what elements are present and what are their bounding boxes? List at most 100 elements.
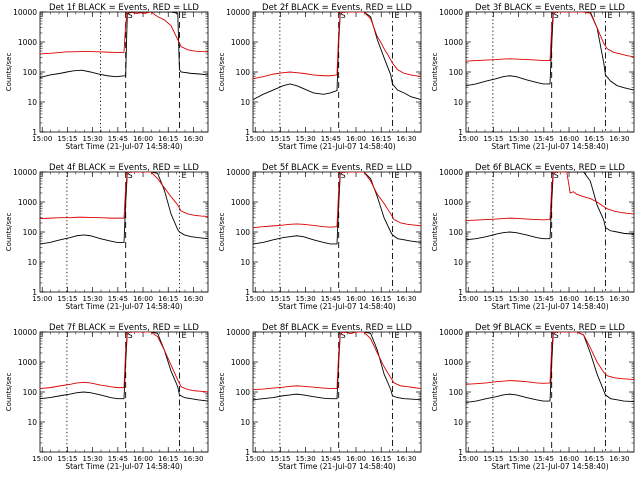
chart-title: Det 8f BLACK = Events, RED = LLD — [262, 323, 412, 333]
x-tick-label: 15:00 — [245, 295, 265, 303]
x-tick-label: 16:15 — [158, 135, 178, 143]
x-tick-label: 15:30 — [83, 455, 103, 463]
x-tick-label: 15:30 — [296, 455, 316, 463]
x-tick-label: 16:00 — [346, 135, 366, 143]
y-tick-label: 10000 — [439, 328, 463, 337]
x-tick-label: 16:00 — [346, 455, 366, 463]
series-line-lld — [253, 332, 421, 391]
marker-label: E — [181, 11, 186, 20]
marker-label: S — [554, 11, 559, 20]
x-tick-label: 16:15 — [371, 135, 391, 143]
y-tick-label: 100 — [23, 68, 38, 77]
y-axis-label: Counts/sec — [5, 53, 13, 92]
x-tick-label: 15:30 — [509, 135, 529, 143]
x-tick-label: 16:15 — [158, 295, 178, 303]
series-line-lld — [253, 172, 421, 229]
series-line-lld — [40, 12, 208, 55]
marker-label: E — [394, 171, 399, 180]
y-axis-label: Counts/sec — [218, 53, 226, 92]
y-tick-label: 100 — [236, 388, 251, 397]
x-tick-label: 16:15 — [158, 455, 178, 463]
y-tick-label: 1 — [458, 448, 463, 457]
x-tick-label: 16:30 — [396, 135, 416, 143]
x-tick-label: 16:00 — [559, 295, 579, 303]
y-tick-label: 1000 — [18, 198, 37, 207]
x-tick-label: 16:15 — [584, 135, 604, 143]
series-line-events — [253, 172, 421, 245]
y-tick-label: 10 — [27, 258, 37, 267]
x-axis-label: Start Time (21-Jul-07 14:58:40) — [65, 142, 182, 151]
x-tick-label: 15:00 — [32, 135, 52, 143]
y-tick-label: 1000 — [444, 198, 463, 207]
series-line-events — [466, 332, 634, 403]
x-axis-label: Start Time (21-Jul-07 14:58:40) — [491, 302, 608, 311]
x-axis-label: Start Time (21-Jul-07 14:58:40) — [491, 142, 608, 151]
x-tick-label: 16:30 — [609, 455, 629, 463]
y-tick-label: 10 — [453, 418, 463, 427]
x-tick-label: 16:30 — [609, 295, 629, 303]
marker-label: E — [607, 171, 612, 180]
plot-frame — [465, 11, 635, 133]
x-tick-label: 16:30 — [183, 135, 203, 143]
y-tick-label: 10 — [27, 98, 37, 107]
chart-title: Det 3f BLACK = Events, RED = LLD — [475, 3, 625, 13]
x-tick-label: 15:00 — [32, 295, 52, 303]
x-tick-label: 15:15 — [270, 135, 290, 143]
x-tick-label: 15:45 — [108, 135, 128, 143]
y-axis-label: Counts/sec — [218, 373, 226, 412]
x-tick-label: 15:45 — [321, 135, 341, 143]
x-tick-label: 15:00 — [245, 135, 265, 143]
y-tick-label: 1 — [32, 128, 37, 137]
series-line-events — [40, 12, 208, 79]
y-tick-label: 10 — [240, 258, 250, 267]
x-tick-label: 16:15 — [584, 295, 604, 303]
x-tick-label: 15:45 — [108, 295, 128, 303]
chart-panel-7: Det 7f BLACK = Events, RED = LLD 10 100 100… — [5, 323, 209, 471]
y-tick-label: 100 — [236, 228, 251, 237]
x-tick-label: 15:15 — [270, 295, 290, 303]
x-tick-label: 15:15 — [57, 135, 77, 143]
x-tick-label: 15:45 — [321, 295, 341, 303]
series-line-lld — [466, 172, 634, 222]
x-tick-label: 15:00 — [458, 455, 478, 463]
y-tick-label: 1 — [458, 288, 463, 297]
chart-panel-5: Det 5f BLACK = Events, RED = LLD 1 10 100 10… — [218, 163, 422, 311]
x-tick-label: 15:45 — [108, 455, 128, 463]
x-tick-label: 15:45 — [321, 455, 341, 463]
x-tick-label: 16:15 — [371, 295, 391, 303]
x-tick-label: 15:45 — [534, 135, 554, 143]
y-axis-label: Counts/sec — [5, 213, 13, 252]
y-axis-label: Counts/sec — [5, 373, 13, 412]
y-tick-label: 10 — [240, 418, 250, 427]
x-tick-label: 16:30 — [396, 295, 416, 303]
x-tick-label: 16:00 — [133, 135, 153, 143]
x-tick-label: 15:00 — [458, 135, 478, 143]
x-tick-label: 15:15 — [270, 455, 290, 463]
y-tick-label: 1000 — [231, 198, 250, 207]
x-tick-label: 15:30 — [296, 295, 316, 303]
y-tick-label: 10000 — [226, 168, 250, 177]
chart-panel-1: Det 1f BLACK = Events, RED = LLD 1 10 100 10… — [5, 3, 209, 151]
x-tick-label: 15:15 — [483, 295, 503, 303]
series-line-lld — [40, 172, 208, 220]
x-axis-label: Start Time (21-Jul-07 14:58:40) — [278, 142, 395, 151]
y-tick-label: 100 — [449, 388, 464, 397]
y-tick-label: 10000 — [226, 8, 250, 17]
y-tick-label: 1000 — [444, 38, 463, 47]
chart-title: Det 4f BLACK = Events, RED = LLD — [49, 163, 199, 173]
y-axis-label: Counts/sec — [431, 373, 439, 412]
x-tick-label: 15:30 — [509, 455, 529, 463]
series-line-lld — [466, 332, 634, 385]
y-tick-label: 100 — [236, 68, 251, 77]
y-tick-label: 1000 — [231, 358, 250, 367]
x-tick-label: 16:30 — [609, 135, 629, 143]
x-tick-label: 15:00 — [245, 455, 265, 463]
y-tick-label: 1 — [245, 288, 250, 297]
x-tick-label: 15:00 — [458, 295, 478, 303]
series-line-events — [253, 332, 421, 401]
marker-label: E — [394, 11, 399, 20]
y-tick-label: 1 — [32, 288, 37, 297]
x-tick-label: 16:30 — [183, 455, 203, 463]
